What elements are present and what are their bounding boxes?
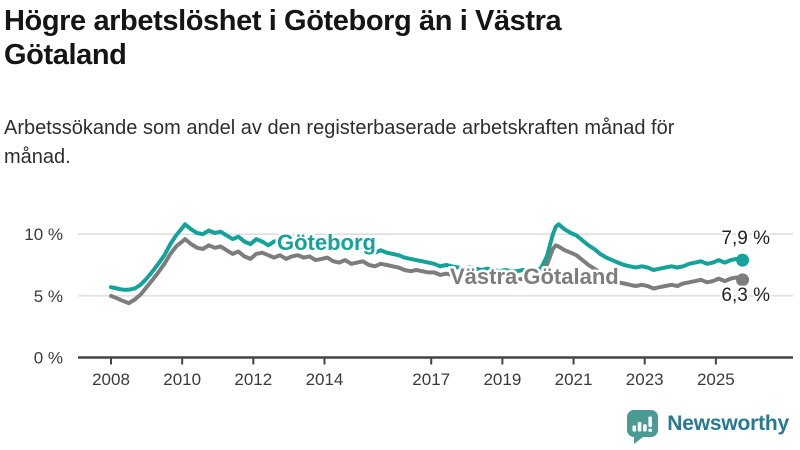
x-tick-label: 2014 (306, 370, 344, 389)
x-tick-label: 2019 (483, 370, 521, 389)
series-label: Västra Götaland (450, 264, 619, 289)
y-tick-label: 0 % (34, 349, 63, 368)
x-tick-label: 2021 (555, 370, 593, 389)
series-endpoint-dot (736, 273, 750, 287)
series-line-v-stra-g-taland (109, 237, 745, 306)
series-line-g-teborg (109, 222, 745, 292)
x-tick-label: 2023 (626, 370, 664, 389)
chart-title: Högre arbetslöshet i Göteborg än i Västr… (4, 5, 562, 72)
x-tick-label: 2012 (234, 370, 272, 389)
chart-subtitle: Arbetssökande som andel av den registerb… (4, 117, 675, 169)
x-tick-label: 2025 (697, 370, 735, 389)
series-label: Göteborg (277, 230, 376, 255)
unemployment-line-chart: 0 % 5 % 10 % 2008 2010 2012 2014 2017 2019 2021 20… (24, 222, 793, 389)
end-value-label: 6,3 % (721, 285, 770, 306)
y-tick-label: 10 % (24, 225, 63, 244)
end-value-label: 7,9 % (721, 228, 770, 249)
y-tick-label: 5 % (34, 287, 63, 306)
newsworthy-logo[interactable]: Newsworthy (625, 409, 789, 444)
series-endpoint-dot (736, 253, 750, 267)
bar-chart-speech-bubble-icon (627, 410, 659, 444)
x-tick-label: 2008 (92, 370, 130, 389)
x-tick-label: 2017 (412, 370, 450, 389)
x-tick-label: 2010 (163, 370, 201, 389)
newsworthy-wordmark: Newsworthy (667, 411, 789, 435)
